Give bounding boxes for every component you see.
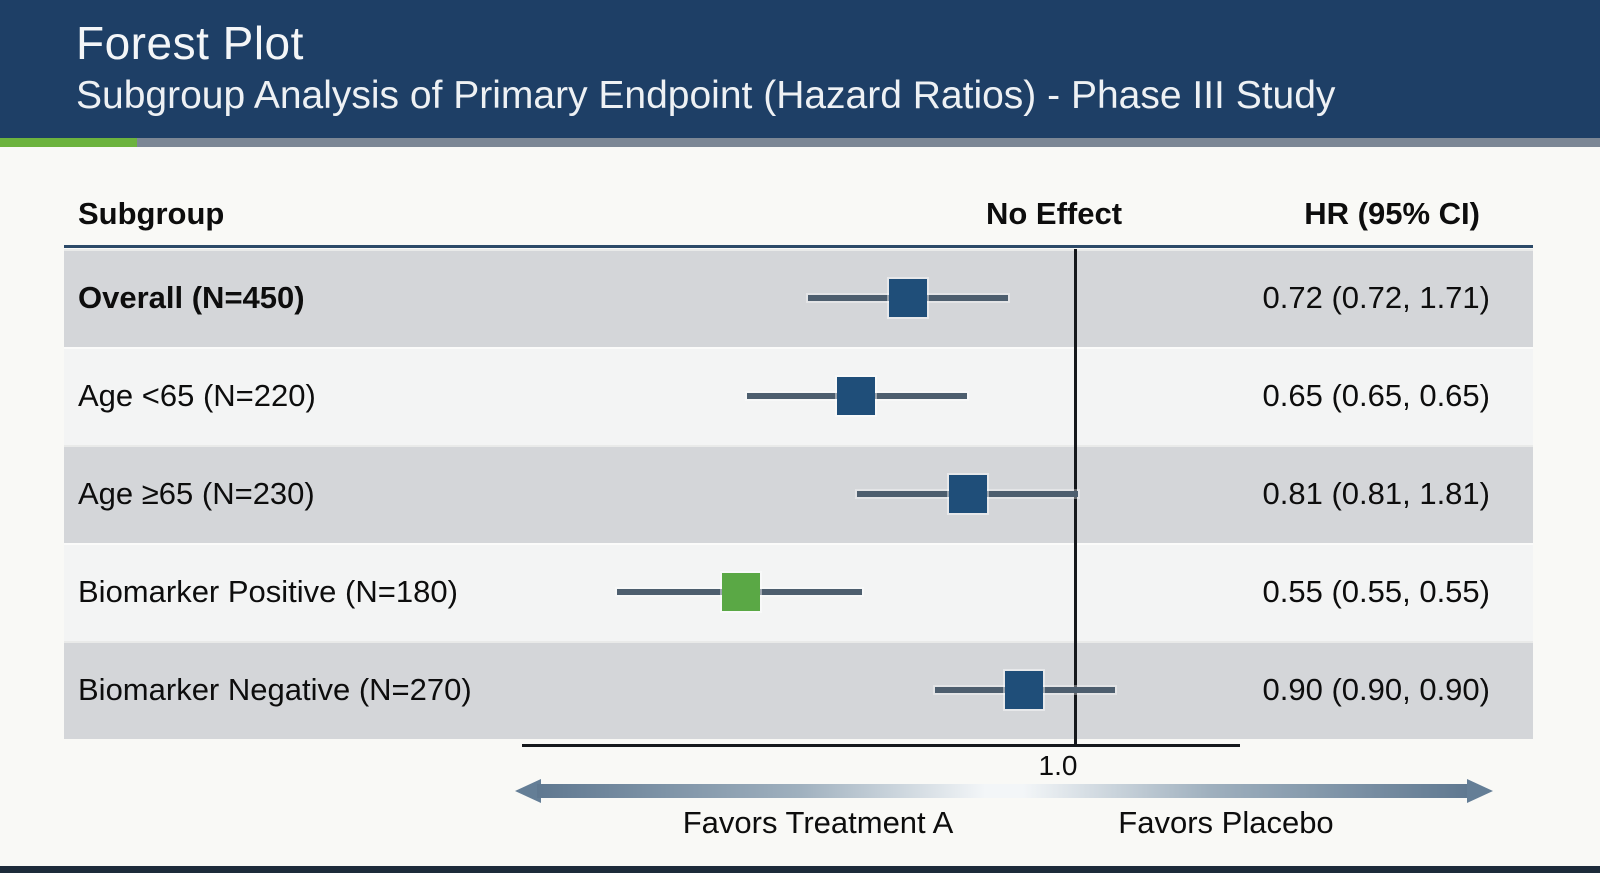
scale-arrow	[515, 779, 1493, 803]
axis-tick-label: 1.0	[1038, 750, 1078, 781]
hr-ci-value: 0.81 (0.81, 1.81)	[1262, 476, 1491, 511]
row-label: Biomarker Positive (N=180)	[78, 574, 458, 609]
hr-ci-value: 0.65 (0.65, 0.65)	[1262, 378, 1491, 413]
favors-placebo-label: Favors Placebo	[1118, 805, 1334, 840]
accent-bar-gray	[137, 138, 1600, 147]
favors-treatment-label: Favors Treatment A	[682, 805, 954, 840]
subgroup-rows: Overall (N=450) 0.72 (0.72, 1.71) Age <65 …	[64, 249, 1533, 739]
axis-line	[522, 744, 1240, 747]
right-arrowhead-icon	[1467, 779, 1493, 803]
forest-row: Biomarker Negative (N=270) 0.90 (0.90, 0.…	[64, 641, 1533, 739]
header-banner: Forest Plot Subgroup Analysis of Primary…	[0, 0, 1600, 138]
column-header-subgroup: Subgroup	[78, 196, 225, 231]
hr-ci-value: 0.55 (0.55, 0.55)	[1262, 574, 1491, 609]
left-arrowhead-icon	[515, 779, 541, 803]
forest-row: Age <65 (N=220) 0.65 (0.65, 0.65)	[64, 347, 1533, 445]
arrow-gradient-bar	[537, 784, 1471, 798]
row-label: Age ≥65 (N=230)	[78, 476, 315, 511]
hr-ci-value: 0.72 (0.72, 1.71)	[1262, 280, 1491, 315]
column-header-no-effect: No Effect	[985, 196, 1123, 231]
page-subtitle: Subgroup Analysis of Primary Endpoint (H…	[76, 74, 1336, 117]
row-label: Overall (N=450)	[78, 280, 305, 315]
forest-row: Age ≥65 (N=230) 0.81 (0.81, 1.81)	[64, 445, 1533, 543]
row-label: Age <65 (N=220)	[78, 378, 316, 413]
accent-bar-green	[0, 138, 137, 147]
footer-bar	[0, 866, 1600, 873]
table-header-underline	[64, 245, 1533, 248]
page-title: Forest Plot	[76, 17, 304, 69]
hr-ci-value: 0.90 (0.90, 0.90)	[1262, 672, 1491, 707]
forest-row: Overall (N=450) 0.72 (0.72, 1.71)	[64, 249, 1533, 347]
column-header-hr: HR (95% CI)	[1304, 196, 1480, 231]
row-label: Biomarker Negative (N=270)	[78, 672, 472, 707]
forest-row: Biomarker Positive (N=180) 0.55 (0.55, 0.…	[64, 543, 1533, 641]
